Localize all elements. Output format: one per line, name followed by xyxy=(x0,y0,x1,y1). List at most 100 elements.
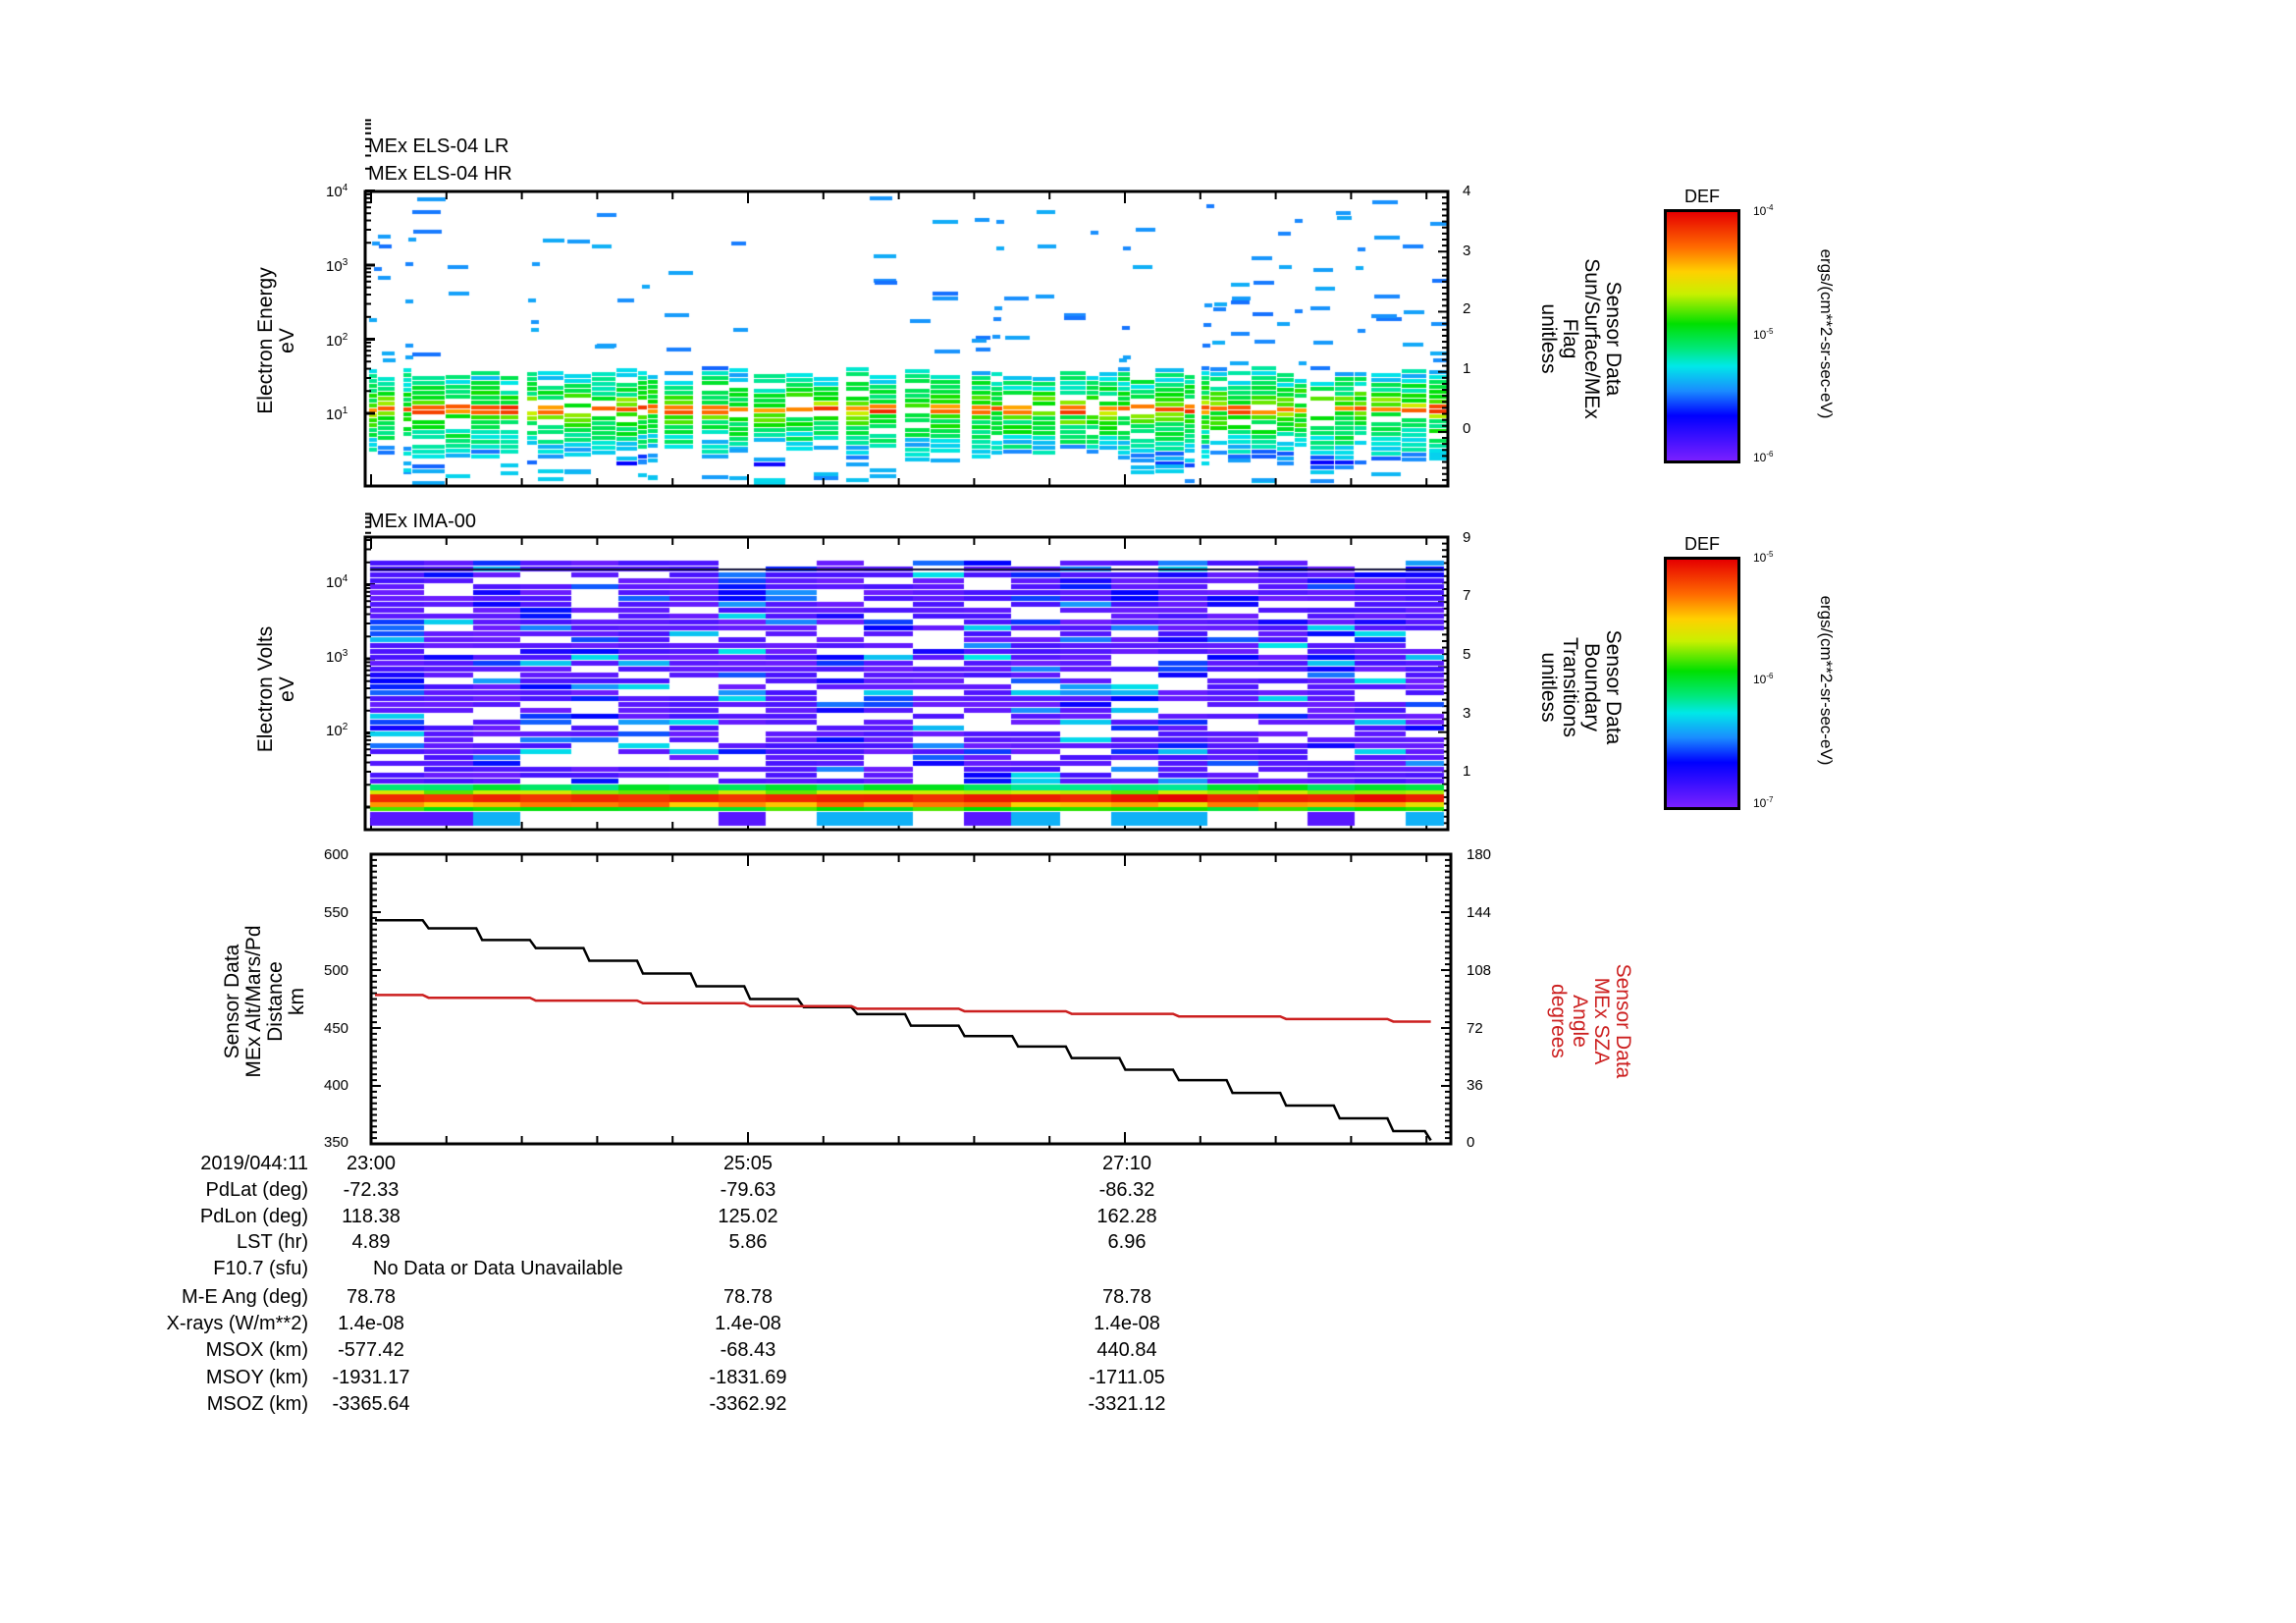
orbit-y2tick-36: 36 xyxy=(1467,1077,1483,1094)
ephemeris-row-label: PdLon (deg) xyxy=(199,1206,308,1227)
xtick-2: 27:10 xyxy=(1101,1153,1152,1174)
ima-y2label: Sensor Data Boundary Transitions unitles… xyxy=(1482,589,1679,785)
ima-colorbar-unit: ergs/(cm**2-sr-sec-eV) xyxy=(1817,595,1836,766)
ephemeris-row-label: M-E Ang (deg) xyxy=(182,1286,308,1308)
ephemeris-cell: 440.84 xyxy=(1096,1339,1157,1361)
els-y2tick-0: 0 xyxy=(1463,420,1471,437)
ephemeris-cell: 5.86 xyxy=(728,1231,768,1253)
els-y2label: Sensor Data Sun/Surface/MEx Flag unitles… xyxy=(1482,241,1679,437)
ima-colorbar-title: DEF xyxy=(1684,534,1720,554)
ephemeris-row-label: F10.7 (sfu) xyxy=(213,1258,308,1279)
ima-cb-tick-min: 10-7 xyxy=(1753,795,1774,810)
ima-y2tick-9: 9 xyxy=(1463,529,1471,546)
els-y2tick-2: 2 xyxy=(1463,300,1471,317)
ima-colorbar xyxy=(1664,557,1740,810)
els-y2tick-1: 1 xyxy=(1463,360,1471,377)
date-label: 2019/044:11 xyxy=(200,1153,308,1174)
orbit-ytick-450: 450 xyxy=(324,1020,349,1037)
ima-y2tick-5: 5 xyxy=(1463,646,1471,663)
orbit-y2tick-108: 108 xyxy=(1467,962,1492,979)
ima-ylabel: Electron Volts eV xyxy=(179,589,375,785)
ima-y2tick-3: 3 xyxy=(1463,705,1471,722)
ephemeris-cell: 1.4e-08 xyxy=(715,1313,781,1334)
els-y2label-line1: Sensor Data xyxy=(1602,281,1625,397)
els-y2tick-3: 3 xyxy=(1463,243,1471,259)
ima-y2tick-1: 1 xyxy=(1463,763,1471,780)
ima-ylabel-line2: eV xyxy=(276,676,298,702)
orbit-y2tick-0: 0 xyxy=(1467,1134,1475,1151)
orbit-y2label-line2: MEx SZA xyxy=(1590,977,1613,1065)
els-y2tick-4: 4 xyxy=(1463,183,1471,199)
orbit-y2label-line1: Sensor Data xyxy=(1612,963,1634,1079)
els-y2label-line2: Sun/Surface/MEx xyxy=(1580,258,1603,419)
orbit-ytick-550: 550 xyxy=(324,904,349,921)
ephemeris-note: No Data or Data Unavailable xyxy=(373,1258,623,1279)
orbit-ylabel-line1: Sensor Data xyxy=(221,944,243,1059)
ephemeris-cell: 125.02 xyxy=(718,1206,778,1227)
els-ytick-1e2: 102 xyxy=(326,332,348,350)
ephemeris-cell: -79.63 xyxy=(720,1179,776,1201)
els-ylabel-line1: Electron Energy xyxy=(254,267,277,414)
ephemeris-cell: 162.28 xyxy=(1096,1206,1157,1227)
ephemeris-cell: 1.4e-08 xyxy=(338,1313,404,1334)
ephemeris-cell: 118.38 xyxy=(342,1206,400,1227)
els-ylabel-line2: eV xyxy=(276,328,298,353)
orbit-y2label-line3: Angle xyxy=(1569,995,1591,1048)
ima-cb-tick-mid: 10-6 xyxy=(1753,672,1774,686)
ephemeris-row-label: PdLat (deg) xyxy=(205,1179,308,1201)
ima-spectrogram-canvas xyxy=(365,537,1448,830)
els-ytick-1e1: 101 xyxy=(326,406,348,423)
els-cb-tick-mid: 10-5 xyxy=(1753,327,1774,342)
ephemeris-row-label: MSOY (km) xyxy=(205,1367,308,1388)
ima-y2label-line4: unitless xyxy=(1537,652,1560,723)
ima-ytick-1e2: 102 xyxy=(326,722,348,739)
ima-ytick-1e3: 103 xyxy=(326,648,348,666)
ephemeris-row-label: MSOX (km) xyxy=(205,1339,308,1361)
orbit-ytick-350: 350 xyxy=(324,1134,349,1151)
orbit-ylabel-line2: MEx Alt/Mars/Pd xyxy=(242,925,265,1078)
ephemeris-cell: -3362.92 xyxy=(709,1393,787,1415)
els-cb-tick-min: 10-6 xyxy=(1753,450,1774,464)
els-title-lr: MEx ELS-04 LR xyxy=(368,135,509,157)
orbit-y2label: Sensor Data MEx SZA Angle degrees xyxy=(1472,923,1708,1119)
els-colorbar xyxy=(1664,209,1740,463)
ephemeris-cell: 78.78 xyxy=(1101,1286,1152,1308)
els-spectrogram-canvas xyxy=(365,191,1448,486)
ima-y2tick-7: 7 xyxy=(1463,587,1471,604)
ephemeris-cell: -72.33 xyxy=(343,1179,400,1201)
orbit-y2tick-144: 144 xyxy=(1467,904,1492,921)
ephemeris-cell: -1711.05 xyxy=(1089,1367,1165,1388)
xtick-1: 25:05 xyxy=(722,1153,774,1174)
ephemeris-cell: -3321.12 xyxy=(1088,1393,1166,1415)
ephemeris-cell: 6.96 xyxy=(1107,1231,1147,1253)
orbit-ytick-600: 600 xyxy=(324,846,349,863)
ephemeris-row-label: MSOZ (km) xyxy=(206,1393,308,1415)
ephemeris-cell: -86.32 xyxy=(1098,1179,1155,1201)
orbit-ytick-400: 400 xyxy=(324,1077,349,1094)
ima-y2label-line2: Boundary xyxy=(1580,643,1603,731)
xtick-0: 23:00 xyxy=(346,1153,397,1174)
ephemeris-cell: 78.78 xyxy=(346,1286,397,1308)
orbit-y2tick-180: 180 xyxy=(1467,846,1492,863)
ephemeris-row-label: X-rays (W/m**2) xyxy=(166,1313,308,1334)
ephemeris-row-label: LST (hr) xyxy=(237,1231,308,1253)
orbit-ylabel-line4: km xyxy=(286,988,308,1015)
ima-ylabel-line1: Electron Volts xyxy=(254,625,277,753)
ephemeris-cell: -577.42 xyxy=(338,1339,404,1361)
els-ytick-1e4: 104 xyxy=(326,183,348,200)
ephemeris-cell: -1831.69 xyxy=(709,1367,787,1388)
els-colorbar-title: DEF xyxy=(1684,187,1720,206)
orbit-ylabel-line3: Distance xyxy=(264,961,287,1042)
orbit-ylabel: Sensor Data MEx Alt/Mars/Pd Distance km xyxy=(147,903,383,1100)
ephemeris-cell: -3365.64 xyxy=(332,1393,410,1415)
els-y2label-line3: Flag xyxy=(1559,318,1581,359)
ephemeris-cell: 78.78 xyxy=(722,1286,774,1308)
els-colorbar-unit: ergs/(cm**2-sr-sec-eV) xyxy=(1817,248,1836,419)
els-spectrogram xyxy=(365,191,1448,486)
ima-spectrogram xyxy=(365,537,1448,830)
orbit-ytick-500: 500 xyxy=(324,962,349,979)
ima-y2label-line3: Transitions xyxy=(1559,637,1581,737)
ephemeris-cell: 4.89 xyxy=(351,1231,391,1253)
els-cb-tick-max: 10-4 xyxy=(1753,203,1774,218)
ima-cb-tick-max: 10-5 xyxy=(1753,550,1774,565)
